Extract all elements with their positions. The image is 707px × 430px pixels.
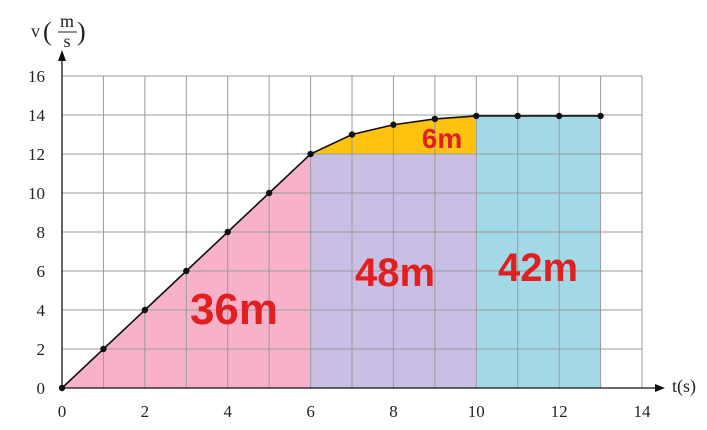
x-tick-label: 8 [389, 402, 398, 421]
data-point [307, 150, 314, 158]
data-point [473, 112, 480, 120]
area-label-48m: 48m [355, 251, 435, 295]
y-axis-arrow [58, 50, 66, 61]
data-point [390, 121, 397, 128]
y-axis-unit-numerator: m [60, 11, 74, 31]
data-point [58, 384, 66, 392]
x-tick-label: 2 [141, 402, 150, 421]
area-label-6m: 6m [422, 123, 462, 154]
x-axis-arrow [655, 384, 665, 392]
data-point [141, 306, 149, 314]
data-point [597, 112, 604, 120]
x-axis-label: t(s) [672, 376, 696, 397]
y-tick-label: 8 [37, 223, 46, 242]
x-tick-label: 10 [468, 402, 485, 421]
area-label-42m: 42m [498, 246, 578, 290]
y-axis-label: v ( m s ) [31, 11, 86, 51]
tick-labels: 0 2 4 6 8 10 12 14 0 2 4 6 8 10 12 14 16 [28, 67, 651, 421]
data-points [58, 112, 604, 392]
data-point [224, 228, 231, 236]
y-tick-label: 4 [37, 301, 46, 320]
y-tick-label: 6 [37, 262, 46, 281]
velocity-line [61, 115, 601, 389]
y-axis-symbol: v [31, 21, 40, 41]
x-tick-label: 12 [551, 402, 568, 421]
data-point [100, 345, 107, 353]
data-point [514, 112, 521, 120]
y-axis-close-paren: ) [77, 17, 86, 46]
x-tick-label: 4 [223, 402, 232, 421]
data-point [348, 131, 356, 138]
data-point [431, 115, 439, 123]
data-point [265, 189, 273, 197]
axes [58, 50, 665, 392]
y-axis-open-paren: ( [43, 17, 52, 46]
y-axis-unit-denominator: s [63, 31, 70, 51]
data-line [61, 115, 601, 389]
y-tick-label: 2 [37, 340, 46, 359]
x-tick-label: 14 [634, 402, 652, 421]
grid-lines [62, 75, 643, 388]
data-point [183, 267, 190, 275]
data-point [555, 112, 563, 120]
x-tick-label: 6 [306, 402, 315, 421]
area-region-labels: 36m 48m 6m 42m [190, 123, 578, 334]
area-label-36m: 36m [190, 285, 278, 334]
area-region-42m [476, 115, 601, 388]
y-tick-label: 16 [28, 67, 45, 86]
x-tick-label: 0 [58, 402, 67, 421]
y-tick-label: 0 [37, 379, 46, 398]
y-tick-label: 12 [28, 145, 45, 164]
y-tick-label: 14 [28, 106, 46, 125]
y-tick-label: 10 [28, 184, 45, 203]
